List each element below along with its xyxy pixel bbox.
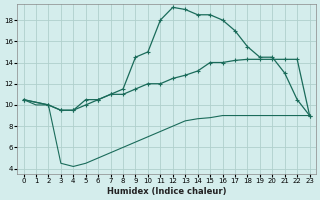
X-axis label: Humidex (Indice chaleur): Humidex (Indice chaleur) (107, 187, 226, 196)
